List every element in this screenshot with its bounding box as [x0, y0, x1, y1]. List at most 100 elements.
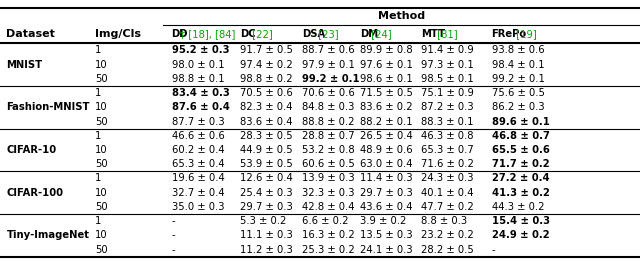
Text: 71.7 ± 0.2: 71.7 ± 0.2 [492, 159, 549, 169]
Text: 98.8 ± 0.1: 98.8 ± 0.1 [172, 74, 224, 84]
Text: 1: 1 [95, 131, 101, 141]
Text: 29.7 ± 0.3: 29.7 ± 0.3 [360, 188, 412, 198]
Text: 47.7 ± 0.2: 47.7 ± 0.2 [421, 202, 474, 212]
Text: 50: 50 [95, 245, 108, 255]
Text: 13.5 ± 0.3: 13.5 ± 0.3 [360, 230, 412, 241]
Text: DD: DD [172, 29, 188, 39]
Text: 98.6 ± 0.1: 98.6 ± 0.1 [360, 74, 412, 84]
Text: 83.6 ± 0.4: 83.6 ± 0.4 [240, 117, 292, 127]
Text: 48.9 ± 0.6: 48.9 ± 0.6 [360, 145, 412, 155]
Text: 26.5 ± 0.4: 26.5 ± 0.4 [360, 131, 412, 141]
Text: 99.2 ± 0.1: 99.2 ± 0.1 [302, 74, 360, 84]
Text: 44.9 ± 0.5: 44.9 ± 0.5 [240, 145, 292, 155]
Text: 83.4 ± 0.3: 83.4 ± 0.3 [172, 88, 229, 98]
Text: 5.3 ± 0.2: 5.3 ± 0.2 [240, 216, 286, 226]
Text: 98.5 ± 0.1: 98.5 ± 0.1 [421, 74, 474, 84]
Text: -: - [172, 245, 175, 255]
Text: CIFAR-100: CIFAR-100 [6, 188, 63, 198]
Text: † [18], [84]: † [18], [84] [180, 29, 236, 39]
Text: 65.3 ± 0.7: 65.3 ± 0.7 [421, 145, 474, 155]
Text: Fashion-MNIST: Fashion-MNIST [6, 102, 90, 112]
Text: CIFAR-10: CIFAR-10 [6, 145, 56, 155]
Text: 53.2 ± 0.8: 53.2 ± 0.8 [302, 145, 355, 155]
Text: 11.2 ± 0.3: 11.2 ± 0.3 [240, 245, 292, 255]
Text: 32.7 ± 0.4: 32.7 ± 0.4 [172, 188, 224, 198]
Text: 97.9 ± 0.1: 97.9 ± 0.1 [302, 59, 355, 70]
Text: 87.7 ± 0.3: 87.7 ± 0.3 [172, 117, 224, 127]
Text: 32.3 ± 0.3: 32.3 ± 0.3 [302, 188, 355, 198]
Text: 10: 10 [95, 188, 108, 198]
Text: 97.4 ± 0.2: 97.4 ± 0.2 [240, 59, 292, 70]
Text: 35.0 ± 0.3: 35.0 ± 0.3 [172, 202, 224, 212]
Text: DSA: DSA [302, 29, 325, 39]
Text: 15.4 ± 0.3: 15.4 ± 0.3 [492, 216, 550, 226]
Text: MTT: MTT [421, 29, 445, 39]
Text: [81]: [81] [434, 29, 458, 39]
Text: 42.8 ± 0.4: 42.8 ± 0.4 [302, 202, 355, 212]
Text: Tiny-ImageNet: Tiny-ImageNet [6, 230, 90, 241]
Text: 29.7 ± 0.3: 29.7 ± 0.3 [240, 202, 292, 212]
Text: 53.9 ± 0.5: 53.9 ± 0.5 [240, 159, 292, 169]
Text: 88.2 ± 0.1: 88.2 ± 0.1 [360, 117, 412, 127]
Text: 98.0 ± 0.1: 98.0 ± 0.1 [172, 59, 224, 70]
Text: 27.2 ± 0.4: 27.2 ± 0.4 [492, 173, 549, 183]
Text: 63.0 ± 0.4: 63.0 ± 0.4 [360, 159, 412, 169]
Text: [24]: [24] [369, 29, 392, 39]
Text: -: - [172, 230, 175, 241]
Text: 1: 1 [95, 88, 101, 98]
Text: 87.2 ± 0.3: 87.2 ± 0.3 [421, 102, 474, 112]
Text: MNIST: MNIST [6, 59, 42, 70]
Text: 98.8 ± 0.2: 98.8 ± 0.2 [240, 74, 292, 84]
Text: 97.3 ± 0.1: 97.3 ± 0.1 [421, 59, 474, 70]
Text: 1: 1 [95, 173, 101, 183]
Text: 12.6 ± 0.4: 12.6 ± 0.4 [240, 173, 292, 183]
Text: 46.8 ± 0.7: 46.8 ± 0.7 [492, 131, 549, 141]
Text: 88.7 ± 0.6: 88.7 ± 0.6 [302, 45, 355, 55]
Text: 13.9 ± 0.3: 13.9 ± 0.3 [302, 173, 355, 183]
Text: 25.3 ± 0.2: 25.3 ± 0.2 [302, 245, 355, 255]
Text: 87.6 ± 0.4: 87.6 ± 0.4 [172, 102, 229, 112]
Text: 93.8 ± 0.6: 93.8 ± 0.6 [492, 45, 544, 55]
Text: 99.2 ± 0.1: 99.2 ± 0.1 [492, 74, 545, 84]
Text: 60.6 ± 0.5: 60.6 ± 0.5 [302, 159, 355, 169]
Text: 65.3 ± 0.4: 65.3 ± 0.4 [172, 159, 224, 169]
Text: 75.1 ± 0.9: 75.1 ± 0.9 [421, 88, 474, 98]
Text: 16.3 ± 0.2: 16.3 ± 0.2 [302, 230, 355, 241]
Text: 91.7 ± 0.5: 91.7 ± 0.5 [240, 45, 293, 55]
Text: [19]: [19] [513, 29, 537, 39]
Text: 86.2 ± 0.3: 86.2 ± 0.3 [492, 102, 544, 112]
Text: 50: 50 [95, 74, 108, 84]
Text: 6.6 ± 0.2: 6.6 ± 0.2 [302, 216, 349, 226]
Text: 65.5 ± 0.6: 65.5 ± 0.6 [492, 145, 549, 155]
Text: 46.6 ± 0.6: 46.6 ± 0.6 [172, 131, 224, 141]
Text: 88.3 ± 0.1: 88.3 ± 0.1 [421, 117, 474, 127]
Text: 71.5 ± 0.5: 71.5 ± 0.5 [360, 88, 413, 98]
Text: 25.4 ± 0.3: 25.4 ± 0.3 [240, 188, 292, 198]
Text: FRePo: FRePo [492, 29, 527, 39]
Text: 70.5 ± 0.6: 70.5 ± 0.6 [240, 88, 292, 98]
Text: Img/Cls: Img/Cls [95, 29, 141, 39]
Text: 11.1 ± 0.3: 11.1 ± 0.3 [240, 230, 292, 241]
Text: 10: 10 [95, 59, 108, 70]
Text: [22]: [22] [249, 29, 273, 39]
Text: 50: 50 [95, 202, 108, 212]
Text: 28.3 ± 0.5: 28.3 ± 0.5 [240, 131, 292, 141]
Text: 41.3 ± 0.2: 41.3 ± 0.2 [492, 188, 549, 198]
Text: 88.8 ± 0.2: 88.8 ± 0.2 [302, 117, 355, 127]
Text: DC: DC [240, 29, 255, 39]
Text: 97.6 ± 0.1: 97.6 ± 0.1 [360, 59, 413, 70]
Text: 1: 1 [95, 45, 101, 55]
Text: 1: 1 [95, 216, 101, 226]
Text: 70.6 ± 0.6: 70.6 ± 0.6 [302, 88, 355, 98]
Text: 84.8 ± 0.3: 84.8 ± 0.3 [302, 102, 355, 112]
Text: 46.3 ± 0.8: 46.3 ± 0.8 [421, 131, 474, 141]
Text: 24.1 ± 0.3: 24.1 ± 0.3 [360, 245, 412, 255]
Text: 8.8 ± 0.3: 8.8 ± 0.3 [421, 216, 467, 226]
Text: 10: 10 [95, 145, 108, 155]
Text: 89.6 ± 0.1: 89.6 ± 0.1 [492, 117, 549, 127]
Text: 98.4 ± 0.1: 98.4 ± 0.1 [492, 59, 544, 70]
Text: 44.3 ± 0.2: 44.3 ± 0.2 [492, 202, 544, 212]
Text: 83.6 ± 0.2: 83.6 ± 0.2 [360, 102, 412, 112]
Text: 3.9 ± 0.2: 3.9 ± 0.2 [360, 216, 406, 226]
Text: 19.6 ± 0.4: 19.6 ± 0.4 [172, 173, 224, 183]
